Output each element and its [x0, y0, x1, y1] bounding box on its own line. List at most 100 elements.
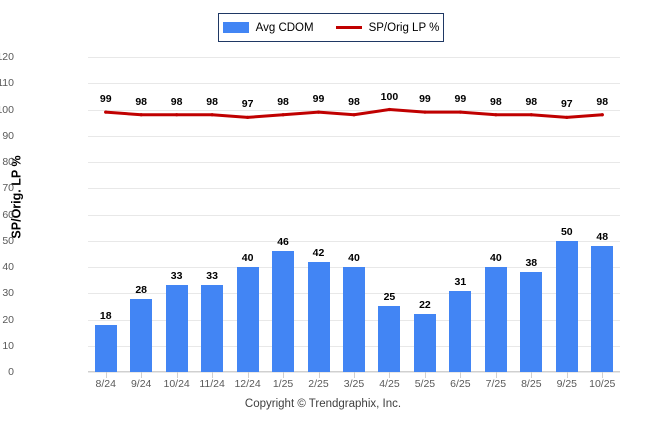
x-axis-tick-label: 5/25 — [414, 378, 436, 390]
x-axis-tick — [566, 372, 568, 378]
x-axis-tick — [141, 372, 143, 378]
x-axis-tick-label: 8/24 — [95, 378, 116, 390]
legend-item-sp-orig-lp[interactable]: SP/Orig LP % — [335, 22, 439, 34]
bar-value-label: 46 — [277, 236, 289, 249]
legend-bar-swatch-icon — [222, 22, 249, 33]
y-axis-tick-label: 40 — [2, 261, 14, 273]
x-axis-tick-label: 2/25 — [308, 378, 329, 390]
line-value-label: 97 — [241, 98, 254, 111]
line-value-label: 98 — [348, 95, 360, 108]
bar[interactable] — [378, 306, 401, 372]
x-axis-tick — [460, 372, 462, 378]
x-axis-tick-label: 11/24 — [199, 378, 225, 390]
category-slot: 33 98 — [194, 57, 229, 378]
bar-value-label: 38 — [525, 257, 538, 270]
line-value-label: 98 — [525, 95, 538, 108]
y-axis-tick-label: 0 — [8, 366, 14, 378]
y-axis-tick-label: 30 — [2, 287, 14, 300]
bar[interactable] — [236, 267, 259, 372]
y-axis-tick-label: 80 — [2, 156, 14, 168]
bar[interactable] — [449, 290, 472, 372]
bar[interactable] — [307, 261, 330, 372]
bar-value-label: 40 — [348, 252, 360, 264]
x-axis-tick — [389, 372, 391, 378]
bar-value-label: 42 — [312, 246, 325, 259]
line-value-label: 98 — [596, 95, 609, 108]
bar-value-label: 18 — [99, 309, 112, 322]
bar[interactable] — [130, 298, 153, 372]
bar[interactable] — [520, 272, 543, 372]
x-axis-tick — [247, 372, 249, 378]
x-axis-tick — [424, 372, 426, 378]
bar[interactable] — [94, 324, 117, 372]
category-slot: 40 97 — [230, 57, 265, 378]
gridline — [88, 57, 620, 58]
bar[interactable] — [591, 246, 614, 372]
category-slot: 40 98 — [336, 57, 371, 378]
x-axis-tick-label: 9/25 — [556, 378, 577, 390]
line-value-label: 97 — [560, 98, 573, 111]
category-slot: 33 98 — [159, 57, 194, 378]
category-slot: 18 99 — [88, 57, 123, 378]
bar[interactable] — [201, 285, 224, 372]
x-axis-tick — [602, 372, 604, 378]
y-axis-tick-label: 90 — [2, 129, 14, 142]
line-value-label: 99 — [454, 93, 467, 106]
x-axis-tick — [353, 372, 355, 378]
x-axis-tick — [212, 372, 214, 378]
x-axis-tick-label: 9/24 — [130, 378, 152, 390]
category-slot: 40 98 — [478, 57, 513, 378]
bar-value-label: 31 — [454, 275, 467, 288]
bar-value-label: 50 — [560, 225, 573, 238]
bar[interactable] — [165, 285, 188, 372]
bar-value-label: 40 — [241, 252, 254, 264]
line-value-label: 98 — [206, 95, 218, 108]
x-axis-tick — [495, 372, 497, 378]
x-axis-tick-label: 10/24 — [163, 378, 190, 390]
line-value-label: 98 — [277, 95, 289, 108]
bar-value-label: 22 — [419, 299, 431, 312]
bar[interactable] — [555, 240, 578, 372]
x-axis-tick-label: 1/25 — [272, 378, 294, 390]
gridline — [88, 162, 620, 163]
x-axis-tick-label: 12/24 — [234, 378, 261, 390]
x-axis-tick-label: 3/25 — [343, 378, 365, 390]
bar-value-label: 28 — [135, 283, 148, 296]
y-axis-tick-label: 10 — [2, 339, 14, 352]
gridline — [88, 188, 620, 190]
line-value-label: 98 — [135, 95, 148, 108]
category-slot: 46 98 — [265, 57, 300, 378]
y-axis-tick-label: 120 — [0, 51, 14, 63]
category-slot: 38 98 — [514, 57, 549, 378]
bar-value-label: 48 — [596, 231, 609, 243]
y-axis-tick-label: 20 — [2, 313, 14, 326]
bar-value-label: 25 — [383, 291, 396, 304]
category-slot: 48 98 — [585, 57, 620, 378]
line-value-label: 100 — [380, 90, 399, 103]
copyright-notice: Copyright © Trendgraphix, Inc. — [244, 398, 402, 410]
bar[interactable] — [413, 314, 436, 372]
category-slot: 22 99 — [407, 57, 442, 378]
gridline — [88, 83, 620, 85]
x-axis-tick-label: 7/25 — [485, 378, 507, 390]
legend-line-swatch-icon — [335, 26, 362, 29]
x-axis-tick-label: 4/25 — [379, 378, 400, 390]
bar[interactable] — [342, 267, 365, 372]
y-axis-tick-label: 60 — [2, 208, 14, 221]
x-axis-tick — [105, 372, 107, 378]
y-axis-tick-label: 110 — [0, 77, 14, 90]
gridline — [88, 135, 620, 137]
bar-value-label: 40 — [490, 252, 502, 264]
chart-legend: Avg CDOM SP/Orig LP % — [218, 13, 444, 42]
bar[interactable] — [272, 251, 295, 372]
bar[interactable] — [484, 267, 507, 372]
legend-label-avg-cdom: Avg CDOM — [255, 21, 314, 34]
x-axis-tick-label: 8/25 — [521, 378, 542, 390]
legend-item-avg-cdom[interactable]: Avg CDOM — [222, 21, 314, 34]
x-axis-tick — [283, 372, 285, 378]
line-value-label: 99 — [419, 93, 431, 106]
category-slot: 25 100 — [372, 57, 407, 378]
y-axis-tick-label: 100 — [0, 103, 14, 116]
gridline — [88, 214, 620, 216]
